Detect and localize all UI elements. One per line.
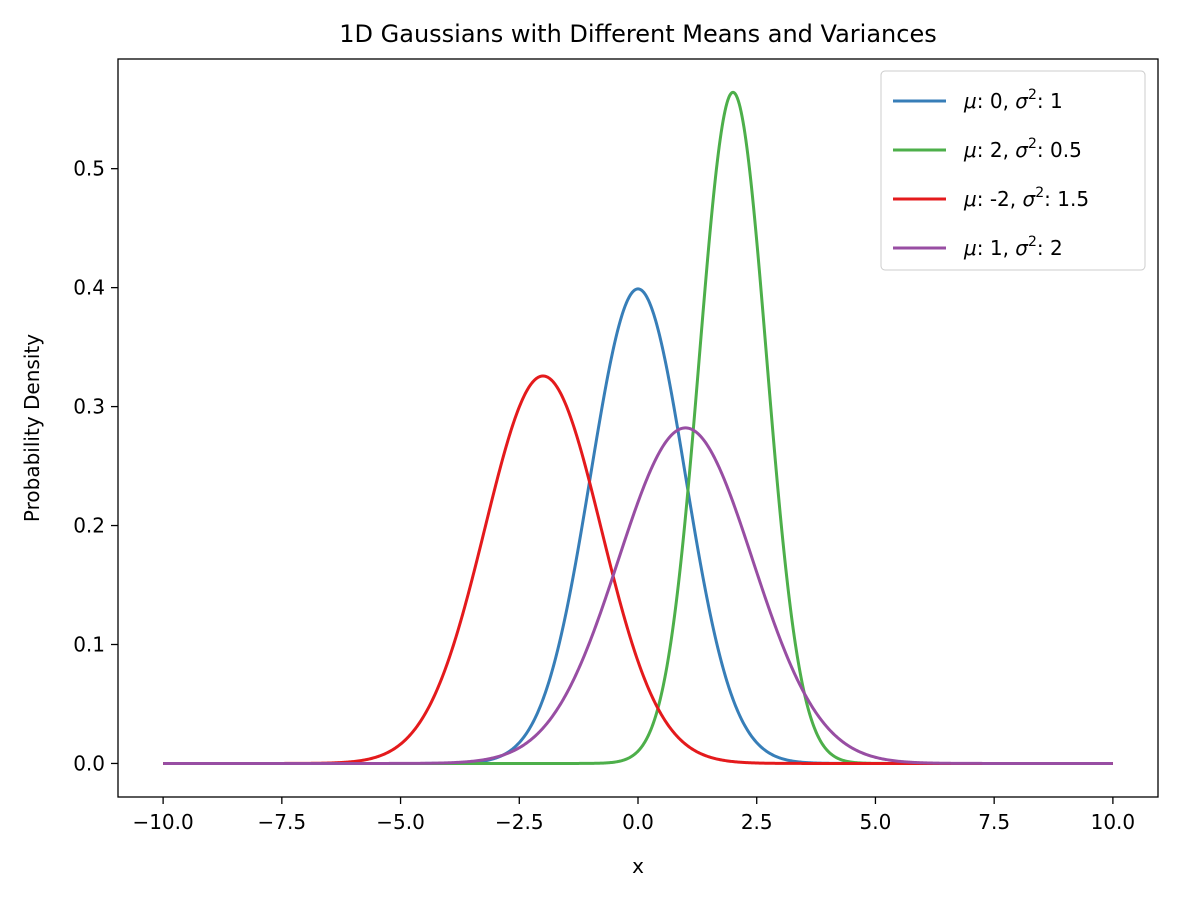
x-tick-label: −10.0 <box>132 810 193 834</box>
x-tick-label: −7.5 <box>258 810 307 834</box>
legend: μ: 0, σ2: 1 μ: 2, σ2: 0.5 μ: -2, σ2: 1.5 μ:… <box>880 70 1146 271</box>
legend-item-2: μ: -2, σ2: 1.5 <box>893 185 1089 211</box>
x-tick-label: 0.0 <box>622 810 654 834</box>
x-axis: −10.0 −7.5 −5.0 −2.5 0.0 2.5 5.0 7.5 10.0 <box>132 797 1135 834</box>
legend-label: μ: 2, σ2: 0.5 <box>963 136 1082 162</box>
chart-title: 1D Gaussians with Different Means and Va… <box>339 20 936 48</box>
y-axis-label: Probability Density <box>20 334 44 522</box>
y-tick-label: 0.1 <box>73 632 105 656</box>
x-tick-label: 5.0 <box>860 810 892 834</box>
legend-item-1: μ: 2, σ2: 0.5 <box>893 136 1082 162</box>
x-axis-label: x <box>632 854 644 878</box>
y-tick-label: 0.2 <box>73 514 105 538</box>
legend-label: μ: 1, σ2: 2 <box>963 234 1063 260</box>
y-axis: 0.0 0.1 0.2 0.3 0.4 0.5 <box>73 157 118 775</box>
legend-frame <box>880 70 1146 271</box>
x-tick-label: 10.0 <box>1091 810 1136 834</box>
x-tick-label: −5.0 <box>376 810 425 834</box>
y-tick-label: 0.5 <box>73 157 105 181</box>
series-line-3 <box>162 426 1114 765</box>
y-tick-label: 0.3 <box>73 395 105 419</box>
legend-label: μ: 0, σ2: 1 <box>963 87 1063 113</box>
x-tick-label: 7.5 <box>978 810 1010 834</box>
legend-items: μ: 0, σ2: 1 μ: 2, σ2: 0.5 μ: -2, σ2: 1.5 μ:… <box>893 87 1089 260</box>
legend-label: μ: -2, σ2: 1.5 <box>963 185 1089 211</box>
y-tick-label: 0.4 <box>73 276 105 300</box>
legend-item-3: μ: 1, σ2: 2 <box>893 234 1063 260</box>
legend-item-0: μ: 0, σ2: 1 <box>893 87 1063 113</box>
y-tick-label: 0.0 <box>73 751 105 775</box>
x-tick-label: −2.5 <box>495 810 544 834</box>
series-lines <box>162 90 1114 765</box>
x-tick-label: 2.5 <box>741 810 773 834</box>
